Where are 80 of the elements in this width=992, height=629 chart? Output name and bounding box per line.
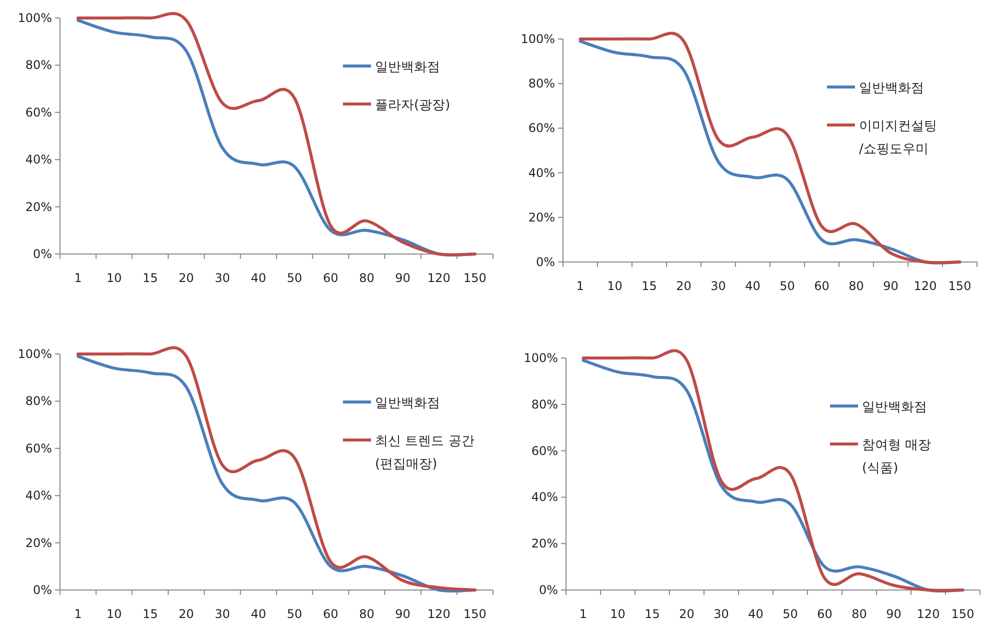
y-tick-label: 80% [531,397,558,412]
x-tick-label: 120 [427,607,450,621]
y-tick-label: 100% [524,351,558,365]
y-tick-label: 20% [25,536,52,550]
x-tick-label: 1 [74,607,82,621]
y-tick-label: 80% [528,76,555,91]
y-tick-label: 0% [32,247,52,261]
x-tick-label: 90 [395,271,410,285]
x-tick-label: 120 [916,607,940,621]
y-tick-label: 20% [531,536,558,551]
x-tick-label: 60 [814,279,830,293]
y-tick-label: 40% [528,166,555,180]
x-tick-label: 1 [579,607,588,621]
x-tick-label: 60 [322,607,338,621]
x-tick-label: 40 [745,279,760,293]
x-tick-label: 90 [395,607,410,621]
x-tick-label: 90 [886,607,902,621]
x-tick-label: 15 [142,607,158,621]
x-tick-label: 50 [782,607,798,621]
x-tick-label: 20 [178,607,194,621]
x-tick-label: 80 [848,279,864,293]
x-tick-label: 150 [464,271,486,285]
x-tick-label: 10 [106,607,122,621]
y-tick-label: 40% [25,488,52,503]
y-tick-label: 60% [25,441,52,456]
y-tick-label: 100% [18,347,52,361]
x-tick-label: 15 [142,271,158,285]
x-tick-label: 80 [359,607,374,621]
y-tick-label: 0% [538,583,558,597]
x-tick-label: 80 [852,607,867,621]
x-tick-label: 1 [74,271,82,285]
x-tick-label: 50 [286,271,302,285]
x-tick-label: 10 [106,271,122,285]
y-tick-label: 0% [32,583,52,597]
x-tick-label: 10 [607,279,622,293]
x-tick-label: 15 [644,607,660,621]
x-tick-label: 120 [914,279,937,293]
y-tick-label: 100% [18,11,52,25]
x-tick-label: 50 [286,607,302,621]
x-tick-label: 20 [178,271,194,285]
x-tick-label: 20 [676,279,692,293]
x-tick-label: 120 [427,271,450,285]
legend-label: 이미지컨설팅 /쇼핑도우미 [859,119,937,157]
y-tick-label: 80% [25,394,52,408]
x-tick-label: 80 [359,271,374,285]
legend-label: 참여형 매장 (식품) [862,438,932,476]
y-tick-label: 100% [520,32,555,46]
x-tick-label: 30 [214,271,230,285]
y-tick-label: 80% [25,58,52,72]
x-tick-label: 50 [780,279,795,293]
x-tick-label: 90 [883,279,898,293]
x-tick-label: 30 [714,607,729,621]
legend-label: 일반백화점 [859,81,924,96]
legend-label: 최신 트렌드 공간 (편집매장) [375,434,474,472]
y-tick-label: 20% [25,200,52,214]
legend-label: 일반백화점 [862,400,927,415]
x-tick-label: 10 [610,607,626,621]
y-tick-label: 0% [536,255,555,269]
y-tick-label: 20% [528,210,555,224]
x-tick-label: 15 [642,279,657,293]
x-tick-label: 150 [464,607,486,621]
legend-label: 플라자(광장) [375,98,450,113]
x-tick-label: 60 [322,271,338,285]
legend-label: 일반백화점 [375,396,440,411]
y-tick-label: 40% [25,152,52,167]
x-tick-label: 20 [679,607,694,621]
x-tick-label: 150 [951,607,974,621]
y-tick-label: 60% [531,444,558,458]
x-tick-label: 1 [576,279,584,293]
legend-label: 일반백화점 [375,60,440,75]
x-tick-label: 30 [710,279,726,293]
y-tick-label: 60% [528,121,555,136]
y-tick-label: 40% [531,490,558,504]
x-tick-label: 30 [214,607,230,621]
x-tick-label: 150 [948,279,972,293]
x-tick-label: 40 [250,607,266,621]
x-tick-label: 40 [748,607,764,621]
y-tick-label: 60% [25,105,52,120]
x-tick-label: 40 [250,271,266,285]
x-tick-label: 60 [817,607,832,621]
